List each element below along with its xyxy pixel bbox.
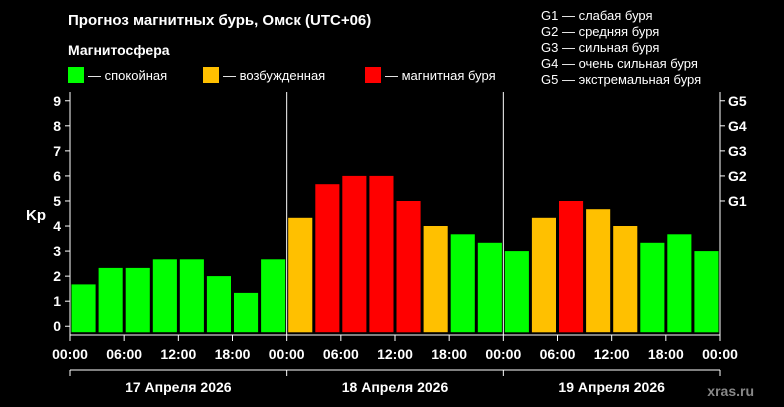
x-tick-label: 00:00 xyxy=(269,346,305,362)
kp-bar xyxy=(206,276,231,333)
g-tick-label: G5 xyxy=(728,93,747,109)
kp-bar xyxy=(152,259,177,333)
x-tick-label: 06:00 xyxy=(540,346,576,362)
legend-swatch-storm xyxy=(365,67,381,83)
g-tick-label: G2 xyxy=(728,168,747,184)
y-tick-label: 1 xyxy=(53,293,61,309)
legend-swatch-active xyxy=(203,67,219,83)
legend-item-storm: — магнитная буря xyxy=(365,67,496,83)
legend-label-storm: — магнитная буря xyxy=(385,67,496,83)
y-axis-label: Kp xyxy=(26,207,46,224)
kp-bar xyxy=(261,259,286,333)
g-scale-item: G3 — сильная буря xyxy=(541,40,660,55)
brand-watermark: xras.ru xyxy=(707,383,754,399)
kp-bar xyxy=(450,234,475,333)
kp-bar xyxy=(477,242,502,333)
x-tick-label: 12:00 xyxy=(377,346,413,362)
y-tick-label: 0 xyxy=(53,318,61,334)
x-tick-label: 00:00 xyxy=(485,346,521,362)
y-tick-label: 6 xyxy=(53,168,61,184)
legend-item-active: — возбужденная xyxy=(203,67,325,83)
g-tick-label: G4 xyxy=(728,118,747,134)
day-label: 19 Апреля 2026 xyxy=(558,379,665,395)
kp-bar xyxy=(71,284,96,333)
g-scale-item: G2 — средняя буря xyxy=(541,24,660,39)
kp-bar xyxy=(531,217,556,333)
x-tick-label: 12:00 xyxy=(594,346,630,362)
g-scale-item: G4 — очень сильная буря xyxy=(541,56,698,71)
kp-bar xyxy=(423,226,448,333)
kp-bar xyxy=(559,201,584,333)
kp-bar xyxy=(288,217,313,333)
g-scale-item: G1 — слабая буря xyxy=(541,8,653,23)
y-tick-label: 8 xyxy=(53,118,61,134)
kp-bar xyxy=(586,209,611,333)
kp-bar xyxy=(667,234,692,333)
kp-bar xyxy=(234,292,259,333)
x-tick-label: 18:00 xyxy=(648,346,684,362)
kp-bar xyxy=(613,226,638,333)
kp-bar xyxy=(125,267,150,333)
kp-bar xyxy=(179,259,204,333)
x-tick-label: 18:00 xyxy=(215,346,251,362)
kp-bar xyxy=(504,251,529,333)
g-tick-label: G1 xyxy=(728,193,747,209)
day-label: 17 Апреля 2026 xyxy=(125,379,232,395)
day-label: 18 Апреля 2026 xyxy=(342,379,449,395)
x-tick-label: 00:00 xyxy=(702,346,738,362)
kp-bar xyxy=(342,175,367,333)
x-tick-label: 06:00 xyxy=(106,346,142,362)
y-tick-label: 5 xyxy=(53,193,61,209)
g-scale-legend: G1 — слабая буря G2 — средняя буря G3 — … xyxy=(541,8,701,88)
legend-title: Магнитосфера xyxy=(68,42,170,58)
x-tick-label: 18:00 xyxy=(431,346,467,362)
g-scale-item: G5 — экстремальная буря xyxy=(541,72,702,87)
legend-label-active: — возбужденная xyxy=(223,67,326,83)
g-tick-label: G3 xyxy=(728,143,747,159)
y-tick-label: 7 xyxy=(53,143,61,159)
x-tick-label: 12:00 xyxy=(160,346,196,362)
kp-bar xyxy=(369,175,394,333)
y-tick-label: 4 xyxy=(53,218,61,234)
kp-bar xyxy=(694,251,719,333)
kp-bar xyxy=(98,267,123,333)
y-tick-label: 3 xyxy=(53,243,61,259)
y-tick-label: 9 xyxy=(53,93,61,109)
kp-bar xyxy=(396,201,421,333)
kp-bar xyxy=(640,242,665,333)
x-tick-label: 00:00 xyxy=(52,346,88,362)
legend-swatch-quiet xyxy=(68,67,84,83)
y-tick-label: 2 xyxy=(53,268,61,284)
chart-title: Прогноз магнитных бурь, Омск (UTC+06) xyxy=(68,12,372,29)
legend-item-quiet: — спокойная xyxy=(68,67,167,83)
x-tick-label: 06:00 xyxy=(323,346,359,362)
kp-bar xyxy=(315,184,340,333)
legend-label-quiet: — спокойная xyxy=(88,67,168,83)
